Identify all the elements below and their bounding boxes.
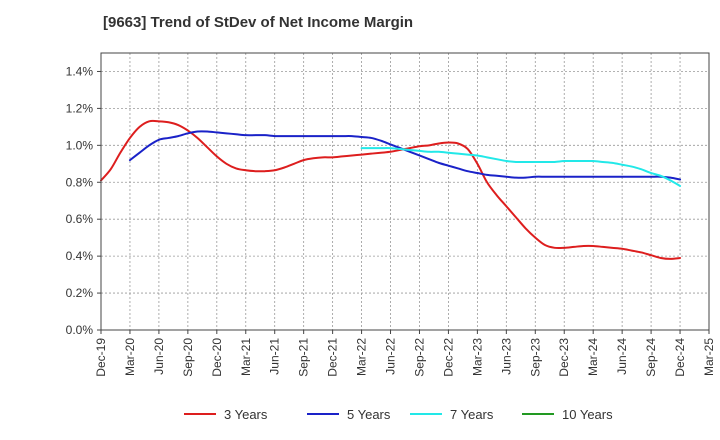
grid-lines	[101, 53, 709, 330]
legend-label-3: 7 Years	[450, 407, 494, 422]
x-tick-label: Sep-22	[412, 338, 426, 377]
x-tick-label: Mar-24	[586, 338, 600, 376]
x-axis-ticks: Dec-19 Mar-20 Jun-20 Sep-20 Dec-20 Mar-21 Jun-…	[94, 330, 716, 377]
y-tick-label: 0.2%	[66, 286, 94, 300]
plot-frame	[100, 52, 710, 331]
series-line-3	[360, 147, 682, 187]
x-tick-label: Mar-20	[123, 338, 137, 376]
y-tick-label: 1.0%	[66, 138, 94, 152]
x-tick-label: Dec-19	[94, 338, 108, 377]
y-tick-label: 0.6%	[66, 212, 94, 226]
legend-label-1: 3 Years	[224, 407, 268, 422]
x-tick-label: Sep-21	[297, 338, 311, 377]
y-tick-label: 1.4%	[66, 64, 94, 78]
x-tick-label: Jun-24	[615, 338, 629, 375]
legend-label-4: 10 Years	[562, 407, 613, 422]
y-tick-label: 0.8%	[66, 175, 94, 189]
series-lines	[100, 119, 682, 260]
series-line-1	[100, 119, 682, 260]
y-tick-label: 1.2%	[66, 101, 94, 115]
x-tick-label: Jun-22	[384, 338, 398, 375]
x-tick-label: Mar-23	[470, 338, 484, 376]
x-tick-label: Sep-23	[528, 338, 542, 377]
x-tick-label: Jun-21	[268, 338, 282, 375]
x-tick-label: Mar-25	[702, 338, 716, 376]
chart-title: [9663] Trend of StDev of Net Income Marg…	[103, 14, 414, 31]
plot-background	[101, 53, 709, 330]
x-tick-label: Dec-21	[326, 338, 340, 377]
y-tick-label: 0.4%	[66, 249, 94, 263]
x-tick-label: Mar-22	[355, 338, 369, 376]
y-axis-ticks: 0.0% 0.2% 0.4% 0.6% 0.8% 1.0% 1.2% 1.4%	[66, 64, 101, 337]
legend-label-2: 5 Years	[347, 407, 391, 422]
legend: 3 Years 5 Years 7 Years 10 Years	[184, 407, 613, 422]
y-tick-label: 0.0%	[66, 323, 94, 337]
x-tick-label: Dec-24	[673, 338, 687, 377]
x-tick-label: Dec-20	[210, 338, 224, 377]
x-tick-label: Mar-21	[239, 338, 253, 376]
x-tick-label: Sep-24	[644, 338, 658, 377]
x-tick-label: Jun-23	[499, 338, 513, 375]
x-tick-label: Sep-20	[181, 338, 195, 377]
x-tick-label: Jun-20	[152, 338, 166, 375]
x-tick-label: Dec-23	[557, 338, 571, 377]
x-tick-label: Dec-22	[441, 338, 455, 377]
